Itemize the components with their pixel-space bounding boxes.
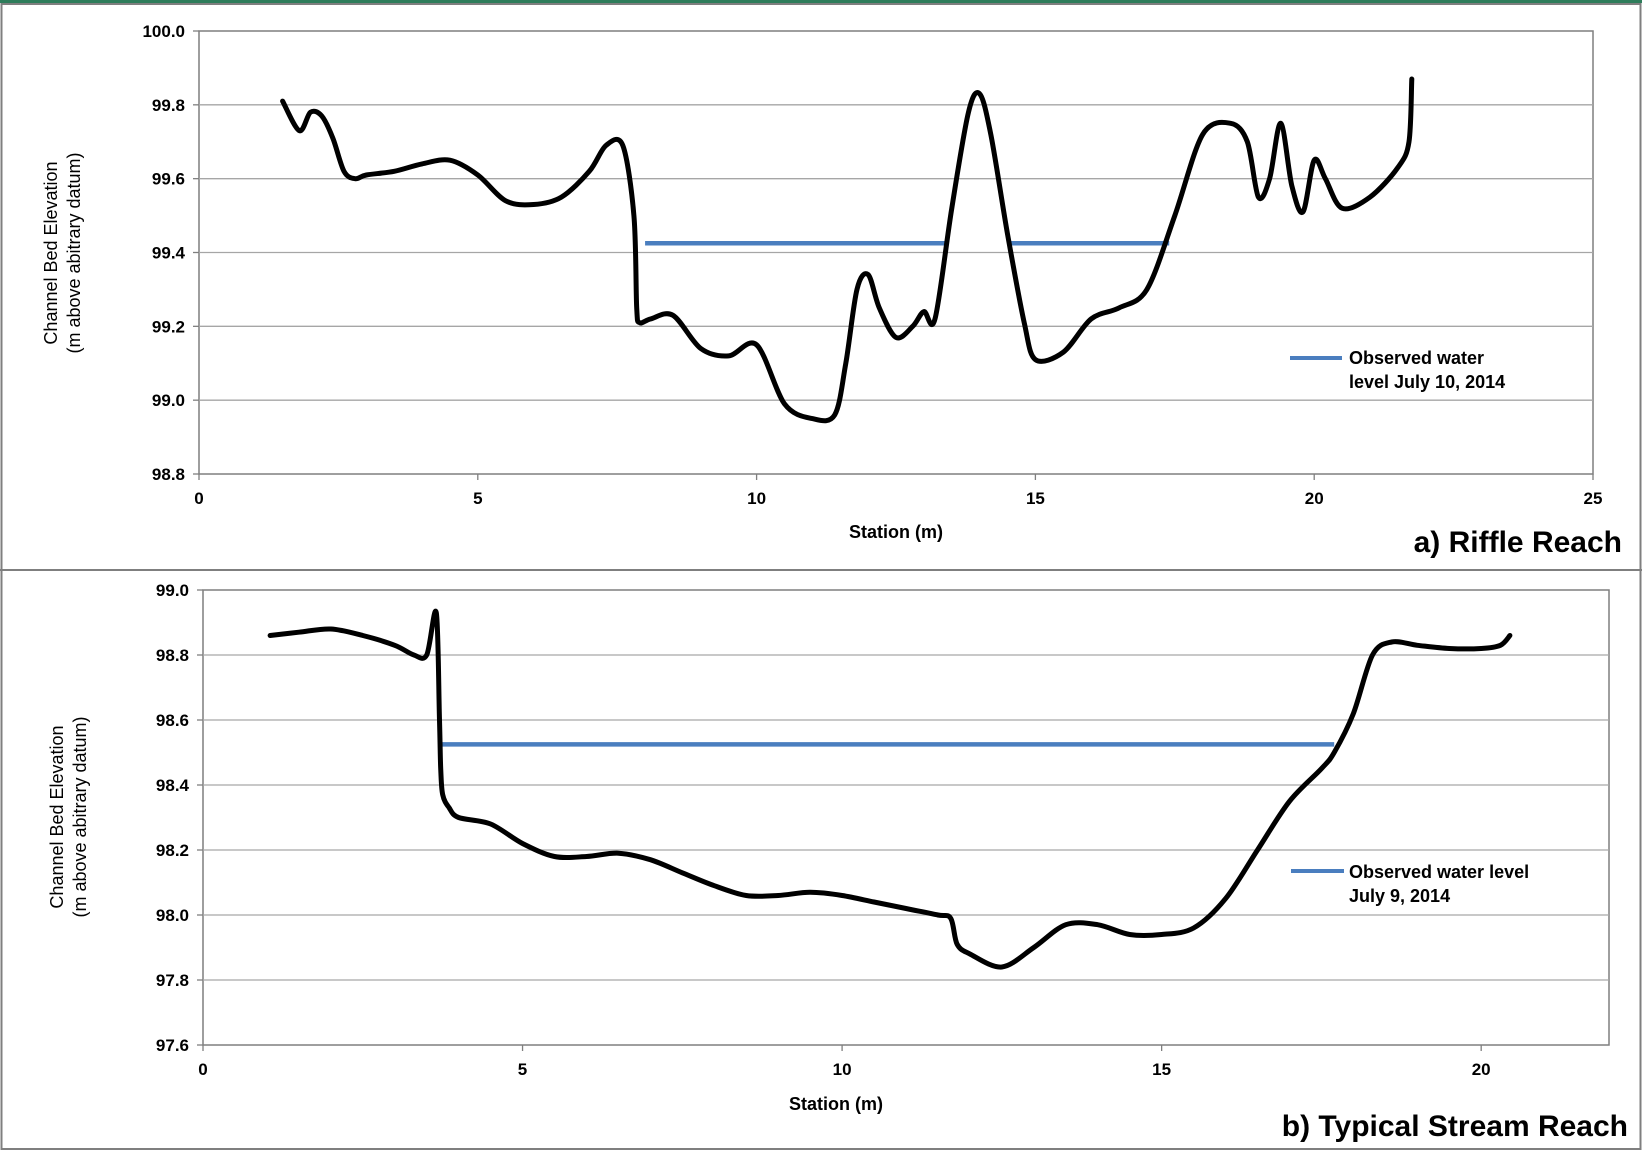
chart-panel-a: 98.8 99.0 99.2 99.4 99.6 99.8 100.0 0 5 10 15 20 25… bbox=[41, 22, 1622, 559]
y-tick-label: 99.2 bbox=[152, 317, 185, 336]
bed-profile-line bbox=[280, 76, 1415, 424]
x-tick-label: 10 bbox=[833, 1060, 852, 1079]
y-tick-label: 98.0 bbox=[156, 906, 189, 925]
x-tick-label: 0 bbox=[198, 1060, 207, 1079]
y-tick-label: 98.8 bbox=[156, 646, 189, 665]
x-tick-label: 15 bbox=[1152, 1060, 1171, 1079]
y-tick-label: 98.6 bbox=[156, 711, 189, 730]
x-tick-label: 15 bbox=[1026, 489, 1045, 508]
legend-label-b-line2: July 9, 2014 bbox=[1349, 886, 1450, 906]
bed-profile-line bbox=[267, 608, 1513, 970]
gridlines-a bbox=[193, 30, 1594, 480]
legend-label-b-line1: Observed water level bbox=[1349, 862, 1529, 882]
chart-panel-b: 97.6 97.8 98.0 98.2 98.4 98.6 98.8 99.0 0 5 10 15 2… bbox=[47, 581, 1628, 1143]
legend-a: Observed water level July 10, 2014 bbox=[1290, 348, 1505, 392]
x-axis-title-b: Station (m) bbox=[789, 1094, 883, 1114]
accent-bar bbox=[0, 0, 1642, 3]
y-tick-labels-b: 97.6 97.8 98.0 98.2 98.4 98.6 98.8 99.0 bbox=[156, 581, 190, 1055]
y-tick-label: 99.0 bbox=[152, 391, 185, 410]
y-tick-label: 98.8 bbox=[152, 465, 185, 484]
legend-label-a-line1: Observed water bbox=[1349, 348, 1484, 368]
y-tick-label: 97.6 bbox=[156, 1036, 189, 1055]
y-tick-labels-a: 98.8 99.0 99.2 99.4 99.6 99.8 100.0 bbox=[142, 22, 185, 484]
y-tick-label: 98.4 bbox=[156, 776, 190, 795]
x-tick-label: 20 bbox=[1305, 489, 1324, 508]
panel-label-a: a) Riffle Reach bbox=[1414, 526, 1622, 559]
legend-b: Observed water level July 9, 2014 bbox=[1291, 862, 1529, 906]
x-tick-label: 10 bbox=[747, 489, 766, 508]
plot-area-b bbox=[202, 589, 1610, 1046]
y-axis-title-b-line1: Channel Bed Elevation bbox=[47, 725, 67, 908]
x-tick-label: 5 bbox=[518, 1060, 527, 1079]
x-tick-label: 5 bbox=[473, 489, 482, 508]
y-tick-label: 99.4 bbox=[152, 244, 186, 263]
x-tick-labels-b: 0 5 10 15 20 bbox=[198, 1060, 1490, 1079]
y-axis-title-a-line2: (m above abitrary datum) bbox=[64, 152, 84, 353]
bed-profile-series-a bbox=[280, 76, 1415, 424]
x-tick-labels-a: 0 5 10 15 20 25 bbox=[194, 489, 1602, 508]
y-tick-label: 97.8 bbox=[156, 971, 189, 990]
y-axis-title-a-line1: Channel Bed Elevation bbox=[41, 161, 61, 344]
y-tick-label: 99.8 bbox=[152, 96, 185, 115]
figure-border bbox=[0, 3, 1642, 1150]
panel-label-b: b) Typical Stream Reach bbox=[1282, 1110, 1628, 1143]
bed-profile-series-b bbox=[267, 608, 1513, 970]
y-tick-label: 99.6 bbox=[152, 170, 185, 189]
y-axis-title-b-line2: (m above abitrary datum) bbox=[70, 716, 90, 917]
y-tick-label: 98.2 bbox=[156, 841, 189, 860]
x-tick-label: 0 bbox=[194, 489, 203, 508]
y-tick-label: 100.0 bbox=[142, 22, 185, 41]
x-tick-label: 25 bbox=[1584, 489, 1603, 508]
x-axis-title-a: Station (m) bbox=[849, 522, 943, 542]
legend-label-a-line2: level July 10, 2014 bbox=[1349, 372, 1505, 392]
x-tick-label: 20 bbox=[1472, 1060, 1491, 1079]
y-tick-label: 99.0 bbox=[156, 581, 189, 600]
